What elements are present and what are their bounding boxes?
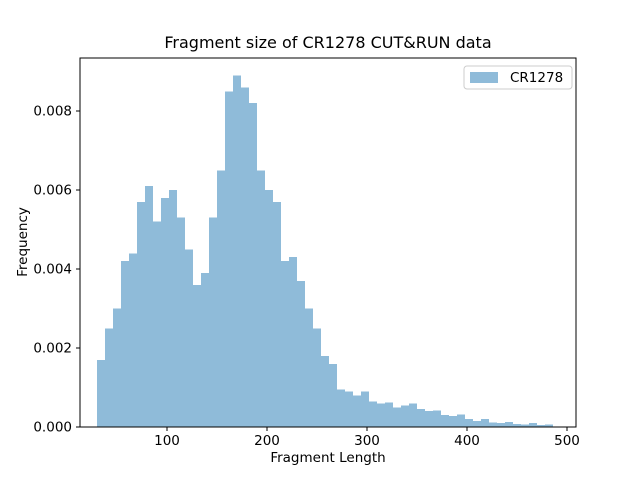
- x-tick-label: 200: [254, 433, 280, 449]
- histogram-bar: [321, 355, 329, 427]
- x-tick-label: 400: [454, 433, 480, 449]
- histogram-bar: [385, 402, 393, 427]
- histogram-bar: [305, 308, 313, 427]
- histogram-bar: [441, 415, 449, 427]
- histogram-bar: [113, 308, 121, 427]
- histogram-bar: [153, 221, 161, 427]
- histogram-bar: [393, 407, 401, 427]
- histogram-bar: [417, 409, 425, 427]
- histogram-bar: [513, 423, 521, 427]
- histogram-bar: [177, 217, 185, 427]
- histogram-bar: [369, 401, 377, 427]
- histogram-bar: [161, 197, 169, 427]
- histogram-bar: [137, 201, 145, 427]
- legend-box: [463, 65, 573, 90]
- histogram-bar: [249, 103, 257, 427]
- histogram-bar: [457, 414, 465, 427]
- y-axis-ticks: 0.000 0.002 0.004 0.006 0.008: [33, 104, 80, 436]
- histogram-bar: [281, 261, 289, 427]
- x-tick-label: 300: [354, 433, 380, 449]
- histogram-bar: [225, 91, 233, 428]
- histogram-bar: [145, 186, 153, 427]
- histogram-bar: [129, 253, 137, 427]
- histogram-bar: [425, 411, 433, 427]
- histogram-bar: [297, 280, 305, 427]
- histogram-bar: [121, 261, 129, 427]
- x-tick-label: 500: [554, 433, 580, 449]
- histogram-bar: [481, 419, 489, 427]
- x-tick-label: 100: [154, 433, 180, 449]
- histogram-bar: [521, 424, 529, 427]
- histogram-bar: [465, 419, 473, 427]
- y-tick-label: 0.002: [33, 341, 72, 357]
- histogram-bar: [433, 410, 441, 427]
- histogram-bar: [257, 170, 265, 427]
- histogram-bar: [401, 405, 409, 427]
- legend-swatch: [470, 72, 498, 83]
- axes-frame: [79, 57, 577, 428]
- histogram-bar: [337, 389, 345, 427]
- histogram-bar: [241, 87, 249, 428]
- histogram-bar: [345, 391, 353, 427]
- histogram-bar: [409, 403, 417, 427]
- histogram-bar: [105, 328, 113, 427]
- histogram-bar: [497, 423, 505, 427]
- histogram-bar: [377, 403, 385, 427]
- histogram-bar: [545, 424, 553, 427]
- histogram-bar: [361, 391, 369, 427]
- histogram-bar: [169, 190, 177, 427]
- histogram-bar: [473, 421, 481, 427]
- y-tick-label: 0.006: [33, 183, 72, 199]
- x-axis-ticks: 100 200 300 400 500: [154, 427, 580, 449]
- histogram-bar: [449, 415, 457, 427]
- histogram-bar: [529, 423, 537, 427]
- histogram-bar: [193, 284, 201, 427]
- histogram-bar: [505, 421, 513, 427]
- chart-title: Fragment size of CR1278 CUT&RUN data: [164, 33, 491, 52]
- histogram-bar: [265, 190, 273, 427]
- histogram-bar: [97, 359, 105, 427]
- histogram-bar: [185, 249, 193, 427]
- histogram-bar: [233, 75, 241, 428]
- histogram-bar: [209, 217, 217, 427]
- histogram-bars: [97, 75, 553, 428]
- histogram-bar: [313, 328, 321, 427]
- y-axis-label: Frequency: [15, 207, 31, 277]
- histogram-bar: [537, 425, 545, 427]
- y-tick-label: 0.008: [33, 104, 72, 120]
- histogram-bar: [289, 257, 297, 427]
- y-tick-label: 0.004: [33, 262, 72, 278]
- histogram-bar: [217, 170, 225, 427]
- histogram-bar: [489, 422, 497, 427]
- y-tick-label: 0.000: [33, 420, 72, 436]
- legend: CR1278: [463, 65, 573, 90]
- histogram-bar: [273, 201, 281, 427]
- histogram-bar: [353, 395, 361, 427]
- histogram-bar: [201, 273, 209, 427]
- x-axis-label: Fragment Length: [270, 450, 385, 466]
- legend-label: CR1278: [510, 70, 563, 86]
- histogram-bar: [329, 363, 337, 427]
